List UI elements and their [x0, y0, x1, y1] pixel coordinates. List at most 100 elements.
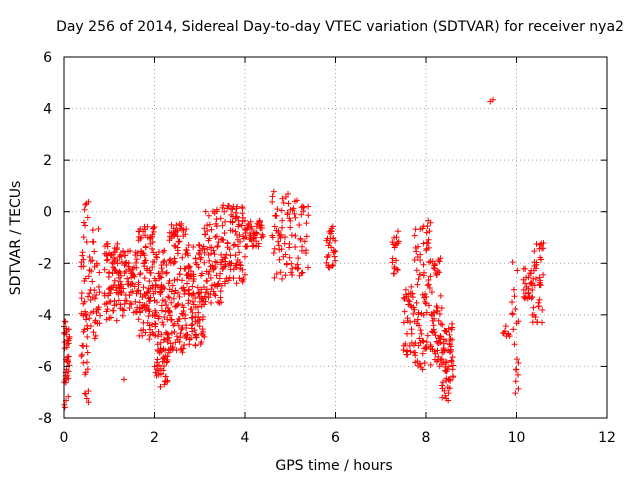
- data-point: [202, 231, 209, 238]
- data-point: [437, 357, 444, 364]
- data-point: [416, 322, 423, 329]
- data-point: [206, 257, 213, 264]
- data-point: [174, 276, 181, 283]
- data-point: [149, 264, 156, 271]
- data-point: [188, 322, 195, 329]
- data-point: [273, 270, 280, 277]
- data-point: [64, 372, 71, 379]
- data-point: [222, 280, 229, 287]
- data-point: [406, 298, 413, 305]
- data-point: [65, 393, 72, 400]
- data-point: [173, 333, 180, 340]
- data-point: [140, 284, 147, 291]
- data-point: [513, 366, 520, 373]
- data-point: [420, 338, 427, 345]
- data-point: [207, 275, 214, 282]
- data-point: [139, 332, 146, 339]
- x-tick-label: 4: [241, 430, 250, 446]
- data-point: [400, 319, 407, 326]
- data-point: [415, 309, 422, 316]
- data-point: [407, 348, 414, 355]
- data-point: [145, 313, 152, 320]
- data-point: [190, 271, 197, 278]
- data-point: [108, 286, 115, 293]
- data-point: [192, 294, 199, 301]
- data-point: [446, 385, 453, 392]
- data-point: [85, 399, 92, 406]
- data-point: [224, 239, 231, 246]
- data-point: [116, 268, 123, 275]
- data-point: [172, 258, 179, 265]
- data-point: [219, 222, 226, 229]
- data-point: [424, 332, 431, 339]
- data-point: [206, 221, 213, 228]
- data-point: [154, 341, 161, 348]
- data-point: [236, 249, 243, 256]
- data-point: [233, 280, 240, 287]
- data-point: [449, 336, 456, 343]
- data-point: [288, 232, 295, 239]
- data-point: [163, 261, 170, 268]
- data-point: [536, 274, 543, 281]
- data-point: [410, 304, 417, 311]
- data-point: [419, 366, 426, 373]
- data-point: [427, 273, 434, 280]
- data-point: [242, 253, 248, 260]
- data-point: [111, 266, 118, 273]
- data-point: [426, 259, 433, 266]
- x-tick-label: 2: [150, 430, 159, 446]
- data-point: [422, 291, 429, 298]
- data-point: [161, 247, 168, 254]
- data-point: [119, 312, 126, 319]
- y-tick-label: -8: [38, 411, 52, 427]
- data-point: [211, 251, 218, 258]
- data-point: [511, 293, 518, 300]
- data-point: [332, 257, 339, 264]
- data-point: [151, 297, 158, 304]
- data-point: [115, 297, 122, 304]
- data-point: [161, 314, 168, 321]
- data-point: [189, 309, 196, 316]
- data-point: [117, 278, 124, 285]
- data-point: [437, 255, 444, 262]
- data-point: [103, 308, 110, 315]
- data-point: [177, 334, 184, 341]
- data-point: [408, 326, 415, 333]
- data-point: [443, 359, 450, 366]
- data-point: [141, 263, 148, 270]
- data-point: [438, 382, 445, 389]
- data-point: [92, 295, 99, 302]
- data-point: [514, 267, 521, 274]
- data-point: [152, 288, 159, 295]
- data-point: [103, 250, 110, 257]
- data-point: [409, 294, 416, 301]
- data-point: [332, 237, 339, 244]
- data-point: [87, 309, 94, 316]
- data-point: [443, 338, 450, 345]
- data-point: [136, 271, 143, 278]
- data-point: [84, 333, 91, 340]
- data-point: [125, 278, 132, 285]
- data-point: [426, 285, 433, 292]
- data-point: [141, 291, 148, 298]
- data-point: [279, 275, 286, 282]
- data-point: [187, 268, 194, 275]
- data-point: [82, 390, 89, 397]
- data-point: [437, 320, 444, 327]
- data-point: [270, 188, 277, 195]
- data-point: [167, 340, 174, 347]
- data-point: [305, 203, 312, 210]
- data-point: [448, 358, 455, 365]
- data-point: [415, 276, 422, 283]
- data-point: [140, 250, 147, 257]
- data-point: [423, 239, 430, 246]
- data-point: [191, 327, 198, 334]
- data-point: [120, 376, 127, 383]
- data-point: [107, 298, 114, 305]
- data-point: [273, 212, 280, 219]
- data-point: [529, 293, 536, 300]
- data-point: [439, 321, 446, 328]
- data-point: [79, 249, 86, 256]
- data-point: [225, 202, 232, 209]
- data-point: [424, 223, 431, 230]
